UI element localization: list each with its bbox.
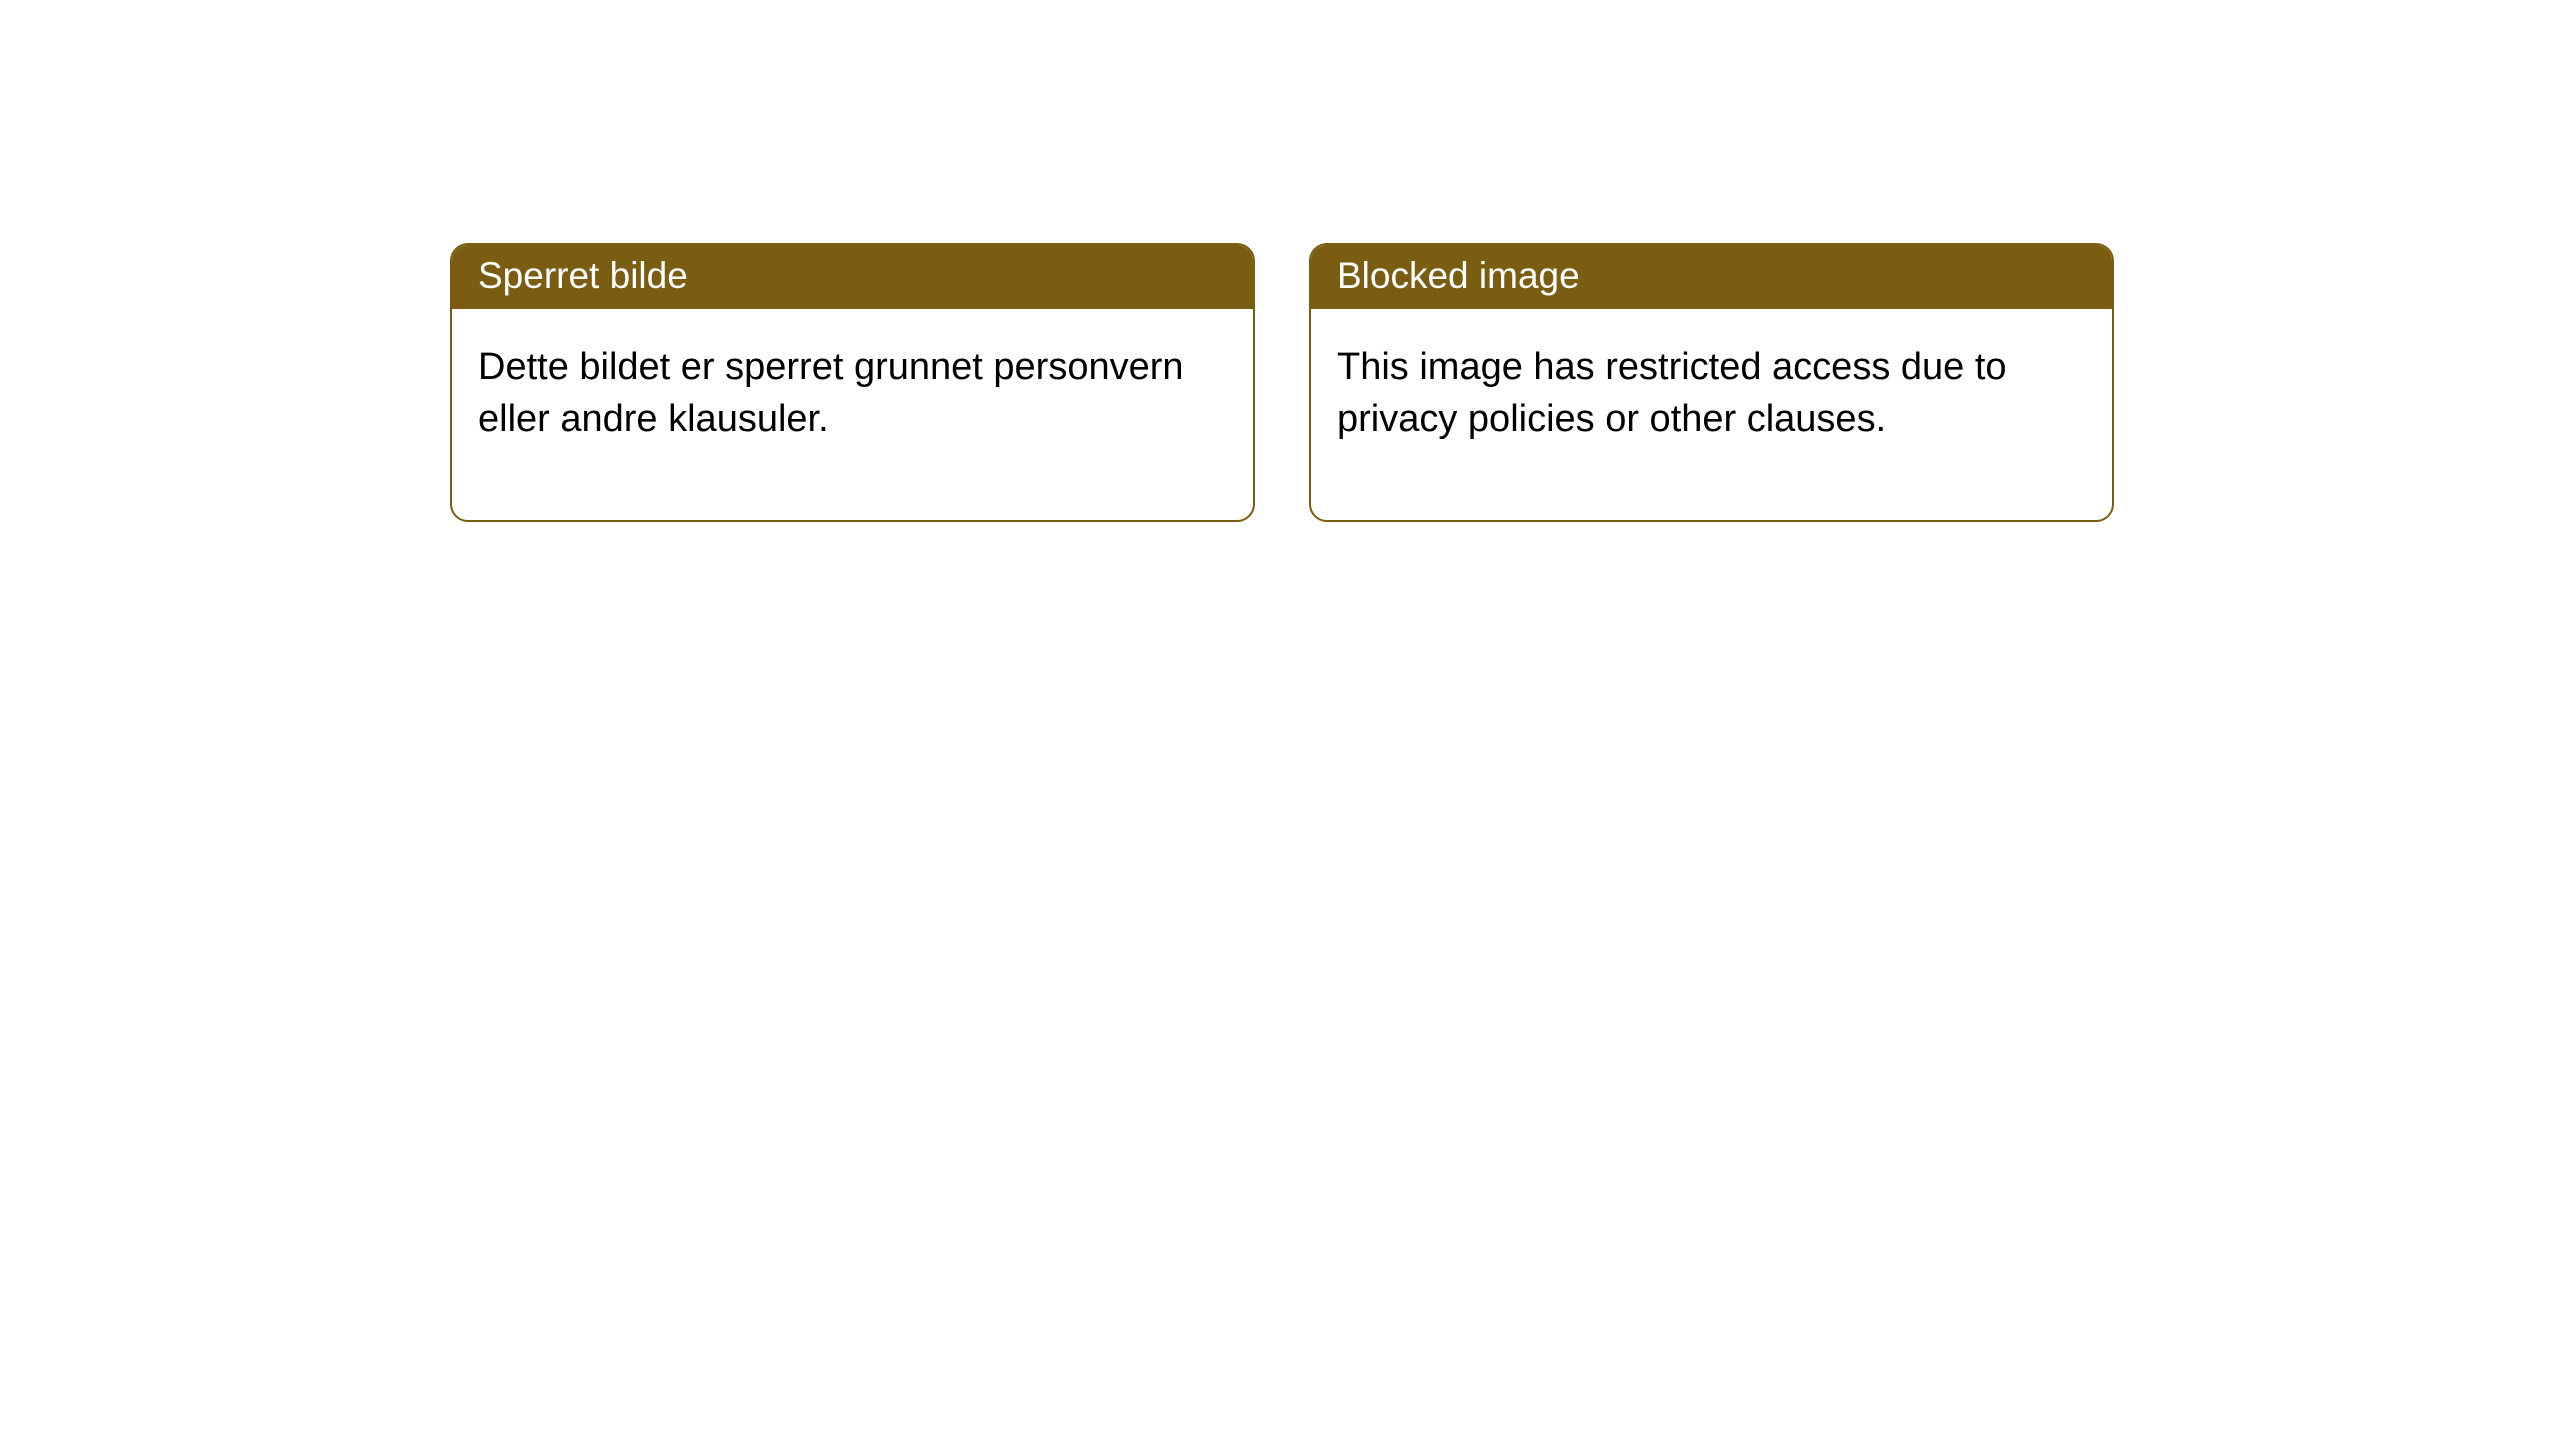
- notice-header-english: Blocked image: [1311, 245, 2112, 309]
- notice-container: Sperret bilde Dette bildet er sperret gr…: [450, 243, 2114, 522]
- notice-body-norwegian: Dette bildet er sperret grunnet personve…: [452, 309, 1253, 520]
- notice-card-english: Blocked image This image has restricted …: [1309, 243, 2114, 522]
- notice-body-english: This image has restricted access due to …: [1311, 309, 2112, 520]
- notice-header-norwegian: Sperret bilde: [452, 245, 1253, 309]
- notice-card-norwegian: Sperret bilde Dette bildet er sperret gr…: [450, 243, 1255, 522]
